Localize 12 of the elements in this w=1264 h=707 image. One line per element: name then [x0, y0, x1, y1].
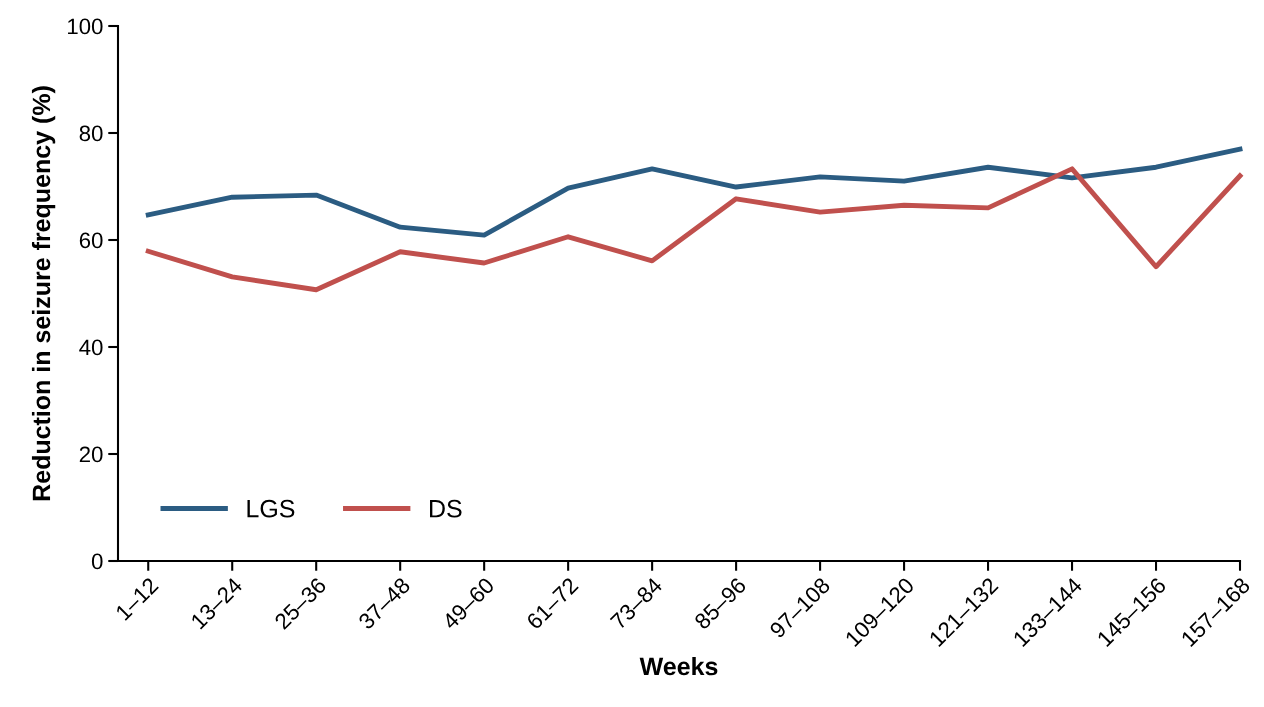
- y-tick-label: 100: [68, 18, 103, 35]
- legend-label: DS: [430, 499, 462, 518]
- x-axis-title: Weeks: [639, 656, 718, 676]
- legend-label: LGS: [247, 499, 295, 518]
- y-tick-label: 20: [79, 446, 103, 463]
- y-tick-label: 0: [91, 553, 103, 570]
- y-tick-label: 40: [79, 339, 103, 356]
- y-tick-label: 80: [79, 125, 103, 142]
- line-series: [145, 166, 1243, 293]
- line-series: [145, 146, 1243, 238]
- y-axis-title: Reduction in seizure frequency (%): [31, 86, 56, 501]
- y-tick-label: 60: [79, 232, 103, 249]
